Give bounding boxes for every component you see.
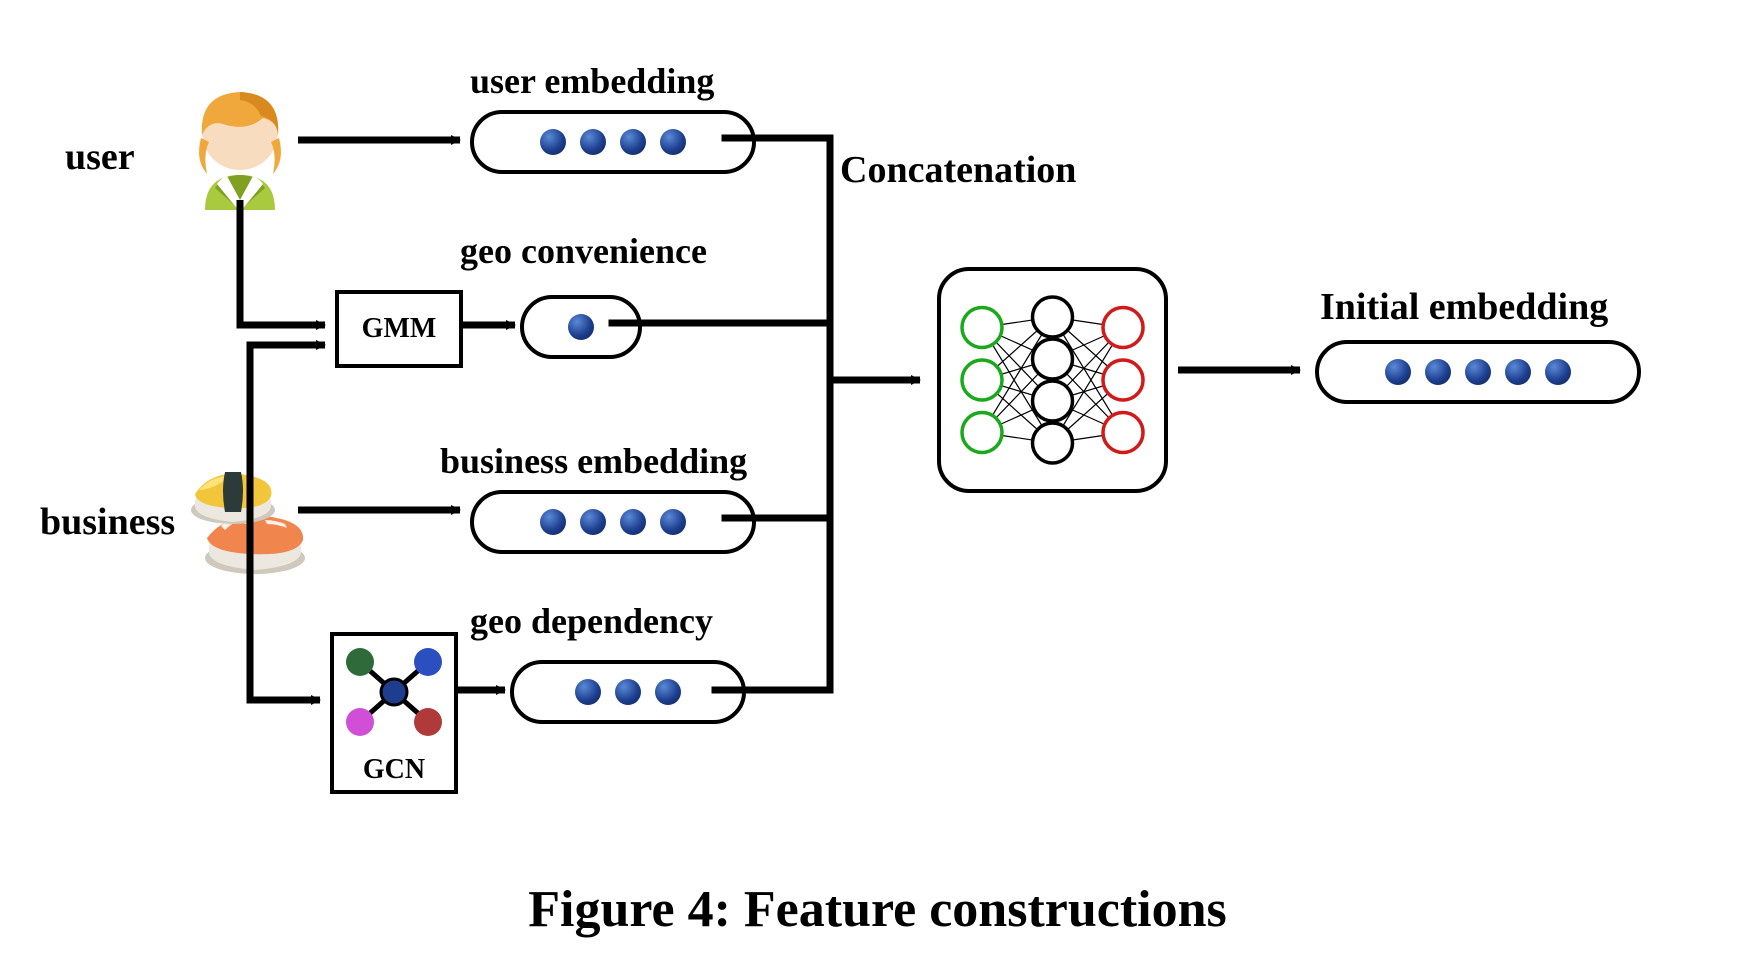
embedding-dot (540, 509, 566, 535)
label-geo-dependency: geo dependency (470, 600, 713, 642)
embedding-dot (615, 679, 641, 705)
capsule-initial-embedding (1315, 340, 1641, 404)
embedding-dot (1425, 359, 1451, 385)
user-icon (185, 80, 295, 215)
embedding-dot (1505, 359, 1531, 385)
gmm-label: GMM (362, 313, 437, 345)
gmm-box: GMM (335, 290, 463, 368)
label-business-embedding: business embedding (440, 440, 747, 482)
diagram-canvas: user business user embedding geo conveni… (40, 40, 1715, 933)
embedding-dot (660, 509, 686, 535)
capsule-user-embedding (470, 110, 756, 174)
embedding-dot (660, 129, 686, 155)
label-user-embedding: user embedding (470, 60, 714, 102)
label-geo-convenience: geo convenience (460, 230, 707, 272)
figure-caption: Figure 4: Feature constructions (40, 880, 1715, 939)
embedding-dot (620, 509, 646, 535)
embedding-dot (580, 129, 606, 155)
capsule-geo-convenience (520, 295, 642, 359)
embedding-dot (568, 314, 594, 340)
capsule-geo-dependency (510, 660, 746, 724)
embedding-dot (620, 129, 646, 155)
embedding-dot (655, 679, 681, 705)
gcn-label: GCN (363, 754, 425, 786)
sushi-icon (185, 460, 315, 580)
embedding-dot (1545, 359, 1571, 385)
gcn-box: GCN (330, 632, 458, 794)
embedding-dot (1465, 359, 1491, 385)
mlp-box (935, 265, 1170, 495)
capsule-business-embedding (470, 490, 756, 554)
label-concatenation: Concatenation (840, 148, 1076, 192)
embedding-dot (1385, 359, 1411, 385)
arrow-user-to-gmm (240, 200, 325, 325)
arrow-biz-to-gcn (250, 560, 320, 700)
embedding-dot (575, 679, 601, 705)
embedding-dot (540, 129, 566, 155)
embedding-dot (580, 509, 606, 535)
gcn-graph-icon (338, 640, 450, 744)
label-user: user (65, 135, 135, 179)
label-business: business (40, 500, 175, 544)
label-initial-embedding: Initial embedding (1320, 285, 1608, 329)
